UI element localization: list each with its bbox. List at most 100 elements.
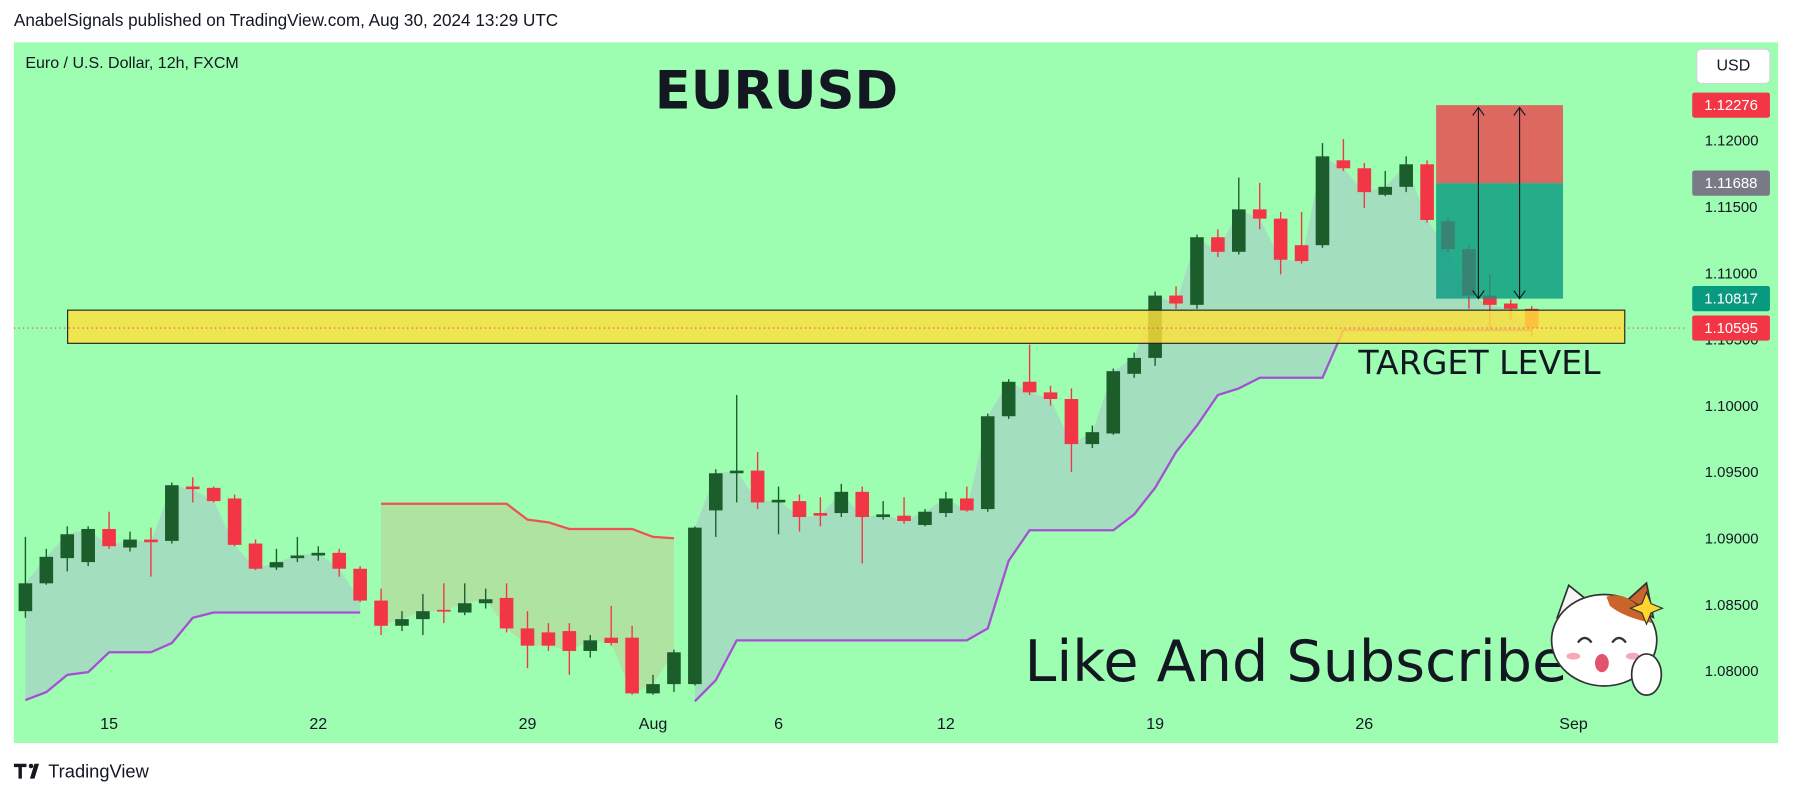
target-zone: [1436, 183, 1564, 299]
candle-body: [939, 498, 953, 514]
candle-body: [1043, 392, 1058, 400]
y-tick-label: 1.09500: [1705, 465, 1759, 481]
candle-body: [771, 499, 786, 503]
candle-body: [792, 501, 807, 518]
candle-body: [834, 491, 849, 514]
candle-body: [1420, 164, 1434, 220]
candle-body: [1336, 160, 1351, 169]
candle-body: [478, 599, 493, 604]
candle-body: [520, 628, 535, 646]
candle-body: [1169, 295, 1183, 304]
candle-body: [269, 562, 284, 568]
candle-body: [1190, 237, 1204, 305]
x-tick-label: 22: [309, 716, 327, 733]
x-tick-label: 19: [1146, 716, 1164, 733]
candle-body: [416, 611, 430, 620]
y-tick-label: 1.08500: [1705, 598, 1759, 614]
x-tick-label: 15: [100, 716, 118, 733]
candle-body: [688, 527, 702, 685]
currency-label[interactable]: USD: [1716, 58, 1750, 75]
candle-body: [499, 597, 514, 629]
x-tick-label: 6: [774, 716, 783, 733]
x-tick-label: 29: [519, 716, 537, 733]
candle-body: [1231, 209, 1246, 252]
chart-title: EURUSD: [655, 60, 898, 121]
price-label: 1.11688: [1705, 176, 1758, 192]
candle-body: [980, 416, 995, 510]
price-label-box: [1692, 170, 1770, 196]
cat-sticker: [1550, 581, 1665, 696]
x-tick-label: 12: [937, 716, 955, 733]
y-tick-label: 1.10000: [1705, 399, 1759, 415]
indicator-line: [381, 502, 675, 540]
subscribe-annotation: Like And Subscribe: [1025, 629, 1568, 695]
candle-body: [248, 543, 263, 569]
indicator-area: [25, 485, 361, 701]
x-tick-label: Aug: [639, 716, 667, 733]
candle-body: [1127, 357, 1141, 374]
indicator-area: [381, 503, 674, 694]
candle-body: [876, 514, 890, 518]
candle-body: [604, 637, 618, 644]
candle-body: [1315, 156, 1330, 246]
price-label: 1.10817: [1704, 292, 1758, 308]
candle-body: [1064, 399, 1079, 445]
publish-header: AnabelSignals published on TradingView.c…: [14, 10, 558, 30]
candle-body: [227, 498, 242, 545]
candle-body: [1378, 186, 1393, 195]
price-label-box: [1692, 92, 1770, 118]
candle-body: [625, 637, 639, 694]
candle-body: [332, 552, 347, 569]
candle-body: [855, 491, 870, 518]
indicator-line: [24, 611, 361, 702]
candle-body: [897, 515, 911, 522]
symbol-label: Euro / U.S. Dollar, 12h, FXCM: [25, 55, 238, 72]
candle-body: [123, 539, 137, 548]
candle-body: [102, 528, 116, 547]
candle-body: [437, 609, 451, 612]
candle-body: [1022, 381, 1037, 393]
candle-body: [60, 534, 75, 559]
arrow-head: [1472, 106, 1485, 116]
candle-body: [311, 552, 326, 556]
candle-body: [813, 513, 828, 516]
y-tick-label: 1.08000: [1705, 664, 1759, 680]
price-label: 1.10595: [1704, 321, 1758, 337]
candle-body: [1399, 164, 1413, 187]
y-tick-label: 1.11000: [1705, 266, 1758, 282]
candle-body: [18, 583, 33, 612]
y-tick-label: 1.11500: [1705, 200, 1758, 216]
candle-body: [185, 486, 200, 490]
candle-body: [1503, 303, 1518, 309]
arrow-head: [1513, 106, 1526, 116]
candle-body: [667, 652, 681, 685]
currency-button[interactable]: [1696, 48, 1771, 85]
candle-body: [708, 473, 723, 511]
candle-body: [1273, 218, 1288, 260]
candle-body: [1211, 237, 1225, 252]
candle-body: [729, 470, 744, 474]
stop-zone: [1436, 105, 1564, 184]
candle-body: [290, 555, 305, 559]
candle-body: [1294, 245, 1309, 262]
candle-body: [81, 528, 95, 563]
candle-body: [562, 631, 577, 651]
x-tick-label: Sep: [1559, 716, 1588, 733]
x-tick-label: 26: [1355, 716, 1373, 733]
candle-body: [583, 640, 598, 651]
candle-body: [39, 556, 54, 584]
support-zone: [67, 309, 1626, 344]
tradingview-logo: [13, 763, 40, 779]
arrow-head: [1513, 290, 1526, 300]
candle-body: [395, 619, 409, 626]
candle-body: [353, 568, 367, 601]
candle-body: [918, 511, 932, 525]
y-tick-label: 1.12000: [1705, 134, 1759, 150]
candle-body: [1001, 381, 1016, 417]
price-label-box: [1692, 286, 1770, 312]
candle-body: [541, 632, 556, 646]
candle-body: [1483, 295, 1497, 305]
candle-body: [960, 498, 974, 511]
candle-body: [1106, 371, 1121, 434]
